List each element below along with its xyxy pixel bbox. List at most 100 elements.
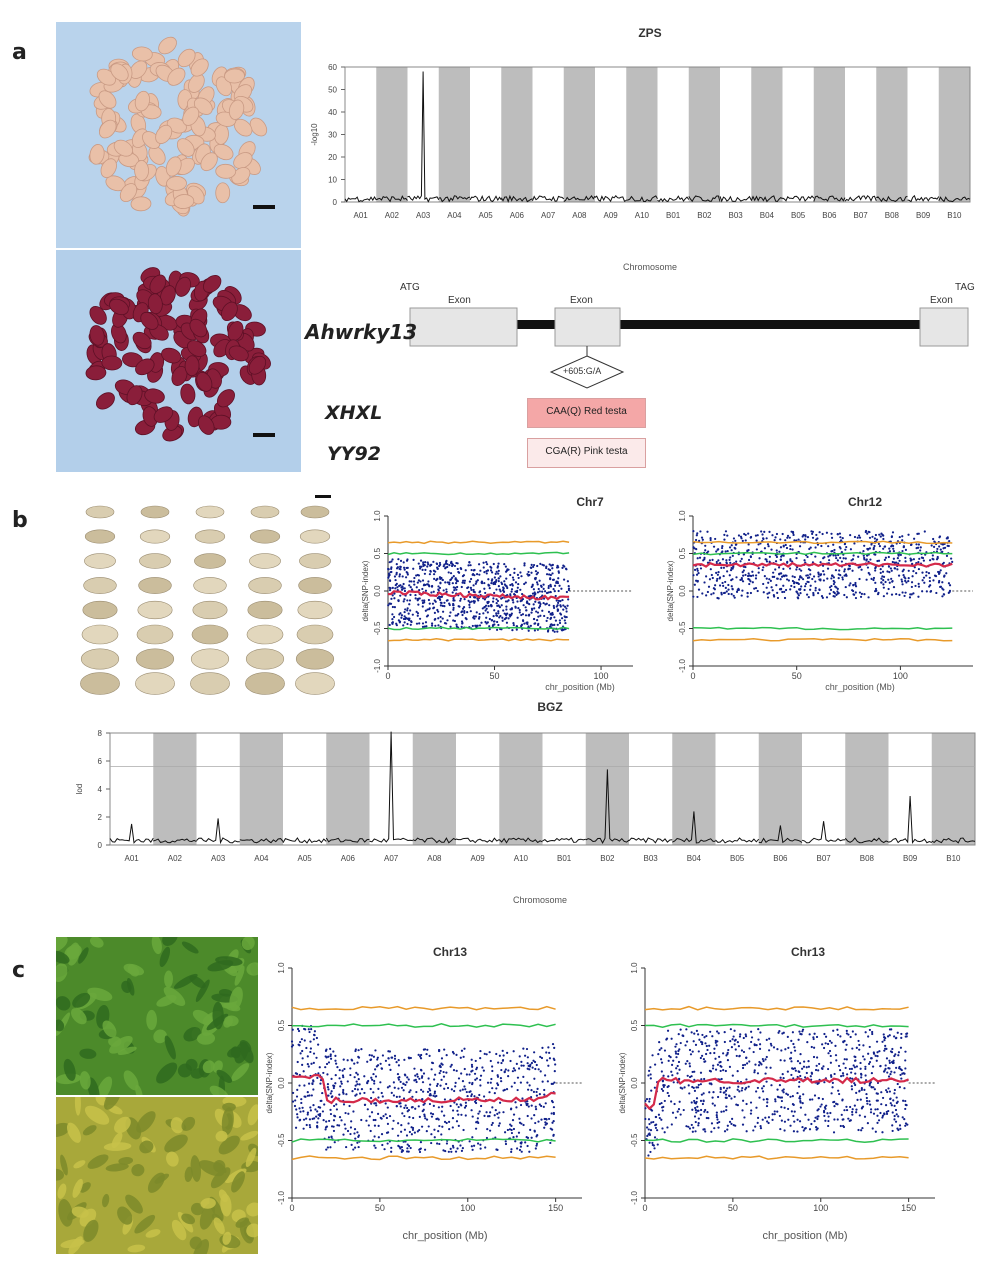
snp-point xyxy=(776,1110,779,1113)
snp-point xyxy=(936,547,939,551)
snp-point xyxy=(895,561,898,564)
snp-point xyxy=(762,1098,765,1101)
snp-point xyxy=(825,596,829,599)
snp-point xyxy=(812,1037,815,1041)
snp-point xyxy=(401,575,404,578)
snp-point xyxy=(925,574,928,577)
leaf xyxy=(159,946,171,968)
snp-point xyxy=(526,621,529,624)
peanut-pod xyxy=(139,529,171,544)
snp-point xyxy=(463,1067,466,1071)
snp-point xyxy=(340,1119,343,1122)
snp-point xyxy=(408,1130,411,1134)
snp-point xyxy=(776,1088,779,1091)
snp-point xyxy=(891,544,895,548)
snp-point xyxy=(782,567,785,570)
snp-point xyxy=(308,1030,311,1034)
snp-point xyxy=(776,577,779,580)
snp-point xyxy=(700,536,704,539)
snp-point xyxy=(342,1058,345,1061)
snp-point xyxy=(861,1126,864,1130)
snp-point xyxy=(399,1102,402,1105)
y-tick-label: -0.5 xyxy=(373,621,382,635)
snp-point xyxy=(409,1146,412,1150)
snp-point xyxy=(905,581,908,584)
peanut-seed xyxy=(249,117,268,137)
snp-point xyxy=(776,1095,780,1098)
snp-point xyxy=(893,1092,896,1095)
snp-point xyxy=(712,1091,715,1094)
snp-point xyxy=(498,588,501,591)
snp-point xyxy=(510,588,514,591)
snp-point xyxy=(428,607,431,610)
snp-point xyxy=(842,1062,845,1065)
snp-point xyxy=(438,1049,441,1053)
lod-curve xyxy=(626,195,658,203)
snp-point xyxy=(488,587,491,590)
snp-point xyxy=(778,1083,782,1087)
snp-point xyxy=(469,586,472,589)
snp-point xyxy=(939,569,942,572)
snp-point xyxy=(536,571,539,574)
snp-point xyxy=(432,1094,435,1097)
snp-point xyxy=(475,624,478,627)
snp-point xyxy=(910,593,913,596)
snp-point xyxy=(768,578,771,581)
snp-point xyxy=(519,571,522,574)
snp-point xyxy=(807,1059,810,1063)
snp-point xyxy=(541,1080,544,1083)
snp-point xyxy=(791,1103,795,1106)
snp-point xyxy=(491,1121,494,1125)
snp-point xyxy=(425,1118,429,1121)
snp-point xyxy=(473,596,476,599)
snp-point xyxy=(474,615,477,618)
leaf xyxy=(139,1140,154,1154)
snp-point xyxy=(535,610,538,613)
snp-point xyxy=(868,1045,871,1049)
snp-point xyxy=(506,1128,509,1132)
snp-point xyxy=(780,1049,783,1052)
snp-point xyxy=(397,1059,400,1062)
peanut-pod xyxy=(135,672,175,695)
snp-point xyxy=(772,593,775,597)
snp-point xyxy=(368,1054,371,1057)
snp-point xyxy=(479,1074,483,1077)
x-tick-label: A07 xyxy=(541,211,556,220)
snp-point xyxy=(644,1107,647,1110)
snp-point xyxy=(793,581,796,584)
snp-point xyxy=(483,1095,486,1098)
y-tick-label: 0.5 xyxy=(678,547,687,559)
snp-point xyxy=(744,565,747,569)
lod-curve xyxy=(594,195,627,203)
snp-point xyxy=(454,1081,457,1084)
snp-point xyxy=(448,1128,451,1131)
snp-point xyxy=(871,1065,875,1068)
snp-point xyxy=(352,1110,355,1113)
snp-point xyxy=(500,1061,503,1065)
snp-point xyxy=(833,1072,836,1076)
snp-point xyxy=(402,600,405,603)
snp-point xyxy=(372,1118,375,1122)
snp-point xyxy=(789,544,792,547)
snp-point xyxy=(425,615,429,618)
snp-point xyxy=(717,548,720,551)
scale-bar xyxy=(253,433,275,437)
snp-point xyxy=(661,1080,664,1083)
snp-point xyxy=(440,1110,443,1113)
snp-point xyxy=(415,1080,418,1084)
snp-point xyxy=(534,1067,537,1071)
snp-point xyxy=(866,548,870,551)
snp-point xyxy=(324,1066,327,1069)
snp-point xyxy=(849,1077,852,1080)
snp-point xyxy=(658,1040,661,1044)
peanut-seed xyxy=(89,306,107,325)
snp-point xyxy=(532,565,535,568)
snp-point xyxy=(517,1067,521,1070)
snp-point xyxy=(402,624,405,627)
snp-point xyxy=(827,555,830,558)
snp-point xyxy=(677,1033,680,1036)
y-tick-label: 50 xyxy=(328,86,337,95)
snp-point xyxy=(407,617,410,620)
snp-point xyxy=(484,591,487,595)
snp-point xyxy=(327,1094,330,1097)
